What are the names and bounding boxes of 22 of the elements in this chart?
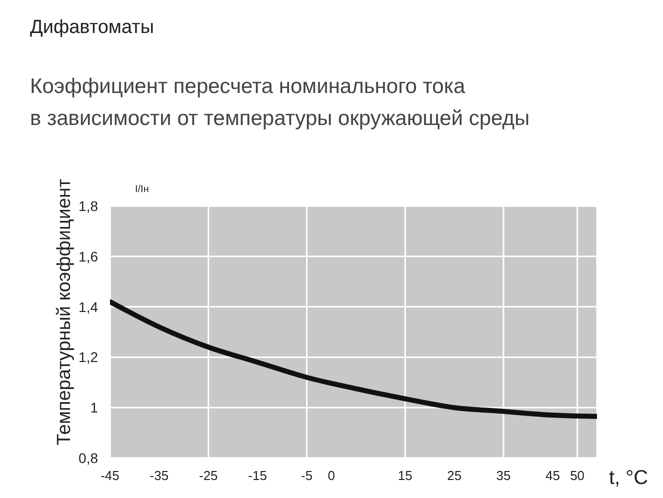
x-tick-label: -35 <box>150 468 169 483</box>
x-axis-title: t, °C <box>609 467 648 489</box>
x-tick-label: 15 <box>398 468 412 483</box>
y-tick-label: 1 <box>90 400 98 416</box>
x-tick-label: 45 <box>545 468 560 483</box>
x-tick-label: 0 <box>328 468 335 483</box>
x-tick-label: -15 <box>248 468 267 483</box>
chart-title: Дифавтоматы <box>30 17 154 38</box>
y-tick-label: 0,8 <box>78 450 98 466</box>
text: I/Iн <box>135 184 149 195</box>
x-tick-label: 25 <box>447 468 462 483</box>
y-tick-label: 1,8 <box>78 198 98 214</box>
x-tick-label: -25 <box>198 468 218 483</box>
x-tick-label: 35 <box>496 468 511 483</box>
chart-subtitle: Коэффициент пересчета номинального тока в зависимости от температуры окружающей среды <box>30 75 530 130</box>
x-tick-label: 50 <box>570 468 585 483</box>
y-tick-label: 1,2 <box>78 349 98 366</box>
y-axis-title: Температурный коэффициент <box>54 178 75 446</box>
y-tick-label: 1,6 <box>78 248 98 264</box>
y-tick-label: 1,4 <box>78 298 98 315</box>
x-tick-label: -45 <box>100 468 120 483</box>
x-tick-label: -5 <box>300 468 313 483</box>
